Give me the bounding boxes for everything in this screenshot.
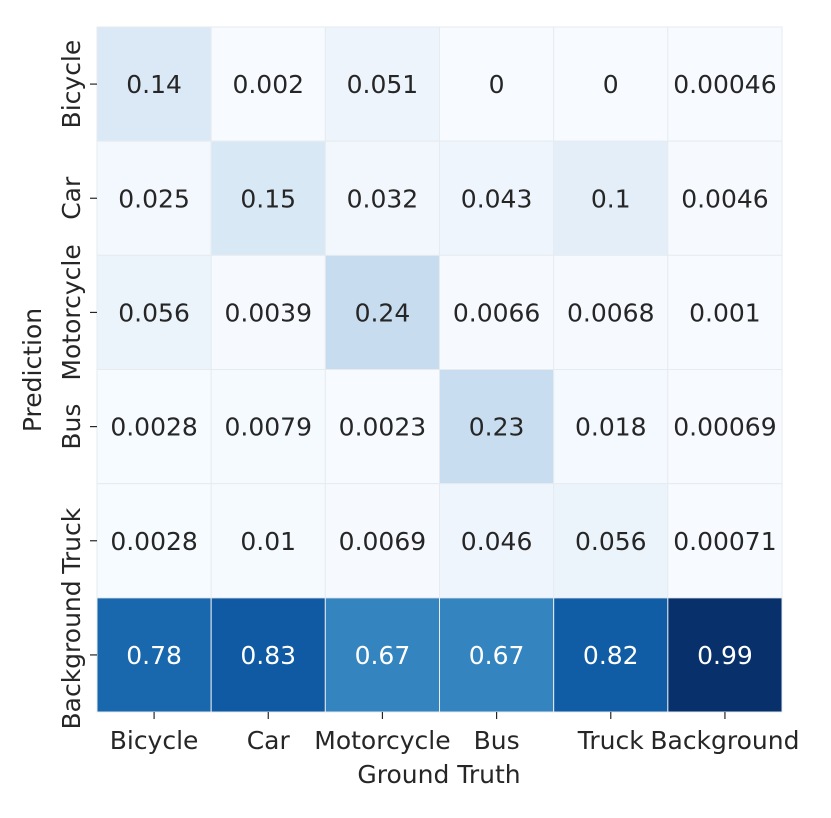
heatmap-value-labels: 0.14 0.002 0.051 0 0 0.00046 0.025 0.15 0.032 0.0… [110, 70, 776, 670]
x-tick-label-0: Bicycle [110, 726, 199, 755]
heatmap-value-label-5-5: 0.99 [697, 641, 753, 670]
heatmap-value-label-3-5: 0.00069 [673, 413, 776, 442]
heatmap-value-label-0-5: 0.00046 [673, 70, 776, 99]
heatmap-cell-2-0 [96, 254, 212, 371]
heatmap-value-label-1-3: 0.043 [461, 184, 533, 213]
x-tick-label-3: Bus [474, 726, 520, 755]
y-tick-label-4: Truck [57, 507, 86, 574]
y-tick-label-1: Car [57, 176, 86, 220]
heatmap-value-label-4-3: 0.046 [461, 527, 533, 556]
y-tick-label-5: Background [57, 580, 86, 729]
heatmap-cell-3-1 [210, 369, 326, 485]
heatmap-value-label-5-0: 0.78 [126, 641, 182, 670]
heatmap-value-label-1-5: 0.0046 [681, 184, 768, 213]
y-tick-label-3: Bus [57, 404, 86, 450]
x-tick-label-5: Background [650, 726, 799, 755]
heatmap-value-label-4-0: 0.0028 [110, 527, 197, 556]
heatmap-cell-1-1 [210, 140, 326, 256]
heatmap-cell-5-5 [667, 597, 783, 713]
heatmap-value-label-5-2: 0.67 [355, 641, 411, 670]
heatmap-value-label-3-4: 0.018 [575, 413, 647, 442]
x-axis: Bicycle Car Motorcycle Bus Truck Background [110, 712, 800, 755]
heatmap-cell-5-4 [553, 597, 669, 713]
heatmap-value-label-0-3: 0 [489, 70, 505, 99]
heatmap-value-label-2-3: 0.0066 [453, 298, 540, 327]
heatmap-value-label-4-5: 0.00071 [673, 527, 776, 556]
heatmap-value-label-3-2: 0.0023 [339, 413, 426, 442]
heatmap-cell-2-1 [210, 254, 326, 371]
heatmap-cell-5-0 [96, 597, 212, 713]
x-tick-label-2: Motorcycle [314, 726, 450, 755]
heatmap-value-label-4-2: 0.0069 [339, 527, 426, 556]
heatmap-cell-4-0 [96, 483, 212, 599]
heatmap-cell-0-4 [553, 26, 669, 142]
heatmap-cell-1-5 [667, 140, 783, 256]
heatmap-cell-3-2 [324, 369, 441, 485]
y-tick-label-0: Bicycle [57, 40, 86, 129]
x-tick-label-4: Truck [577, 726, 644, 755]
heatmap-value-label-4-1: 0.01 [240, 527, 296, 556]
heatmap-value-label-4-4: 0.056 [575, 527, 647, 556]
heatmap-value-label-0-0: 0.14 [126, 70, 182, 99]
heatmap-value-label-3-3: 0.23 [469, 413, 525, 442]
heatmap-value-label-2-0: 0.056 [118, 298, 190, 327]
heatmap-value-label-5-1: 0.83 [240, 641, 296, 670]
heatmap-cell-3-3 [439, 369, 555, 485]
heatmap-cell-4-5 [667, 483, 783, 599]
heatmap-value-label-3-1: 0.0079 [225, 413, 312, 442]
y-axis: Bicycle Car Motorcycle Bus Truck Background [57, 40, 97, 730]
heatmap-value-label-2-4: 0.0068 [567, 298, 654, 327]
heatmap-value-label-1-2: 0.032 [347, 184, 419, 213]
heatmap-cell-3-4 [553, 369, 669, 485]
y-axis-title: Prediction [18, 308, 47, 432]
heatmap-cell-3-5 [667, 369, 783, 485]
heatmap-cell-0-1 [210, 26, 326, 142]
heatmap-value-label-1-4: 0.1 [591, 184, 631, 213]
heatmap-value-label-2-1: 0.0039 [225, 298, 312, 327]
heatmap-value-label-0-1: 0.002 [232, 70, 304, 99]
heatmap-cell-4-3 [439, 483, 555, 599]
heatmap-value-label-3-0: 0.0028 [110, 413, 197, 442]
heatmap-cell-2-4 [553, 254, 669, 371]
heatmap-cell-5-3 [439, 597, 555, 713]
heatmap-cell-0-2 [324, 26, 441, 142]
heatmap-cells [96, 26, 783, 713]
heatmap-value-label-2-2: 0.24 [355, 298, 411, 327]
heatmap-cell-0-5 [667, 26, 783, 142]
x-axis-title: Ground Truth [357, 760, 520, 789]
heatmap-cell-2-3 [439, 254, 555, 371]
heatmap-cell-0-0 [96, 26, 212, 142]
heatmap-value-label-5-3: 0.67 [469, 641, 525, 670]
heatmap-cell-2-5 [667, 254, 783, 371]
heatmap-value-label-0-4: 0 [603, 70, 619, 99]
heatmap-cell-4-2 [324, 483, 441, 599]
y-tick-label-2: Motorcycle [57, 244, 86, 380]
heatmap-value-label-2-5: 0.001 [689, 298, 761, 327]
heatmap-cell-2-2 [324, 254, 441, 371]
heatmap-value-label-0-2: 0.051 [347, 70, 419, 99]
heatmap-cell-3-0 [96, 369, 212, 485]
x-tick-label-1: Car [247, 726, 291, 755]
heatmap-value-label-1-1: 0.15 [240, 184, 296, 213]
heatmap-cell-1-3 [439, 140, 555, 256]
heatmap-value-label-5-4: 0.82 [583, 641, 639, 670]
heatmap-cell-0-3 [439, 26, 555, 142]
heatmap-cell-4-4 [553, 483, 669, 599]
heatmap-value-label-1-0: 0.025 [118, 184, 190, 213]
